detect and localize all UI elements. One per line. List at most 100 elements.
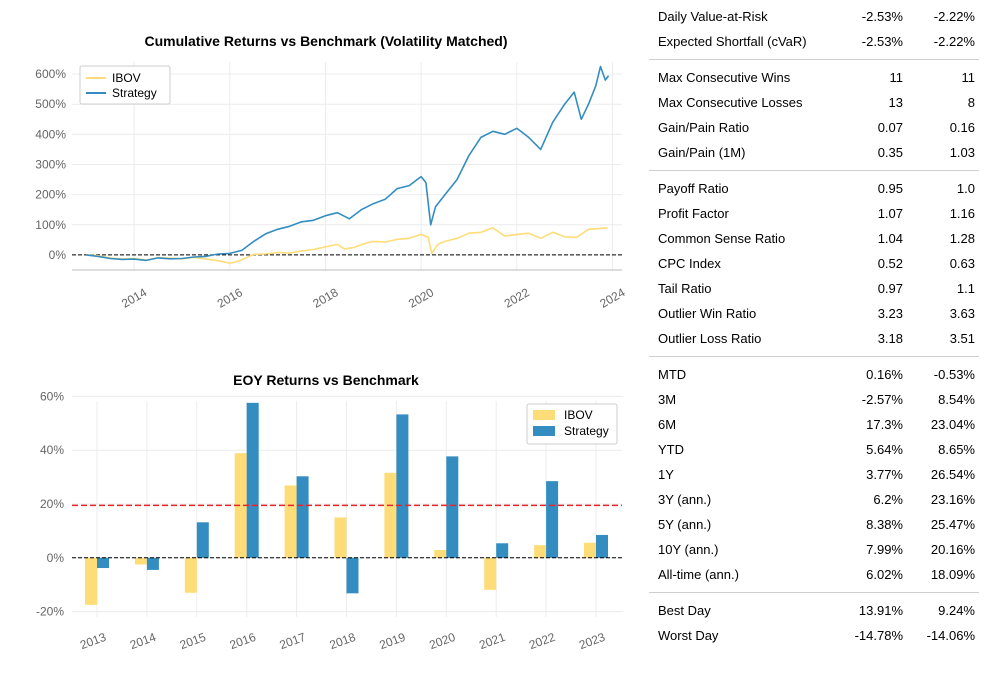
chart-legend: IBOV Strategy [526,403,618,445]
y-tick-label: 20% [40,497,64,511]
bar-ibov-2022 [534,545,547,558]
metric-row: Profit Factor 1.07 1.16 [649,201,979,226]
metrics-group: Payoff Ratio 0.95 1.0 Profit Factor 1.07 1.16… [649,171,979,357]
x-tick-label: 2020 [427,630,457,652]
metric-label: Expected Shortfall (cVaR) [658,34,807,49]
bar-strategy-2017 [296,476,309,558]
metric-benchmark-value: 11 [961,70,976,85]
y-tick-label: 500% [35,97,66,111]
metrics-group: Daily Value-at-Risk -2.53% -2.22% Expected … [649,0,979,60]
metric-benchmark-value: 23.16% [930,492,975,507]
bar-strategy-2023 [596,534,608,558]
bar-ibov-2023 [584,542,596,558]
y-tick-label: 0% [47,551,65,565]
metric-row: Daily Value-at-Risk -2.53% -2.22% [649,4,979,29]
metric-benchmark-value: 1.0 [956,181,975,196]
metric-benchmark-value: 8.54% [938,392,975,407]
y-tick-label: 100% [35,218,66,232]
bar-ibov-2020 [434,550,447,558]
x-tick-label: 2018 [310,285,340,311]
metric-row: Common Sense Ratio 1.04 1.28 [649,226,979,251]
metric-strategy-value: 1.07 [877,206,903,221]
x-tick-label: 2015 [178,630,208,652]
metric-row: Expected Shortfall (cVaR) -2.53% -2.22% [649,29,979,54]
x-tick-label: 2021 [477,630,507,652]
metric-strategy-value: 1.04 [877,231,903,246]
x-tick-label: 2022 [502,285,532,311]
metrics-table: Daily Value-at-Risk -2.53% -2.22% Expected … [649,0,979,653]
bar-strategy-2014 [146,557,159,570]
metric-strategy-value: 13.91% [858,603,903,618]
metric-strategy-value: 8.38% [866,517,903,532]
metric-row: MTD 0.16% -0.53% [649,362,979,387]
x-tick-label: 2022 [527,630,557,652]
metric-strategy-value: 7.99% [866,542,903,557]
metric-label: Gain/Pain Ratio [658,120,750,135]
metric-benchmark-value: 25.47% [930,517,975,532]
legend-frame [79,65,171,105]
metric-row: 5Y (ann.) 8.38% 25.47% [649,512,979,537]
bar-strategy-2021 [496,543,509,558]
metric-strategy-value: -2.57% [861,392,903,407]
y-tick-label: 60% [40,389,64,403]
metric-benchmark-value: 8 [967,95,975,110]
bar-ibov-2014 [134,557,147,565]
bar-strategy-2013 [97,557,109,569]
metric-row: Worst Day -14.78% -14.06% [649,623,979,648]
bar-strategy-2018 [346,557,359,594]
metrics-group: Best Day 13.91% 9.24% Worst Day -14.78% -14.0… [649,593,979,653]
bar-strategy-2015 [196,522,209,558]
metric-strategy-value: 3.18 [877,331,903,346]
metric-benchmark-value: 26.54% [930,467,975,482]
x-tick-label: 2013 [78,630,108,652]
metric-row: Gain/Pain (1M) 0.35 1.03 [649,140,979,165]
metric-label: Payoff Ratio [658,181,729,196]
metric-row: Max Consecutive Wins 11 11 [649,65,979,90]
metric-strategy-value: -2.53% [861,34,903,49]
legend-label: IBOV [564,408,593,422]
metric-label: YTD [658,442,684,457]
metric-label: Common Sense Ratio [658,231,786,246]
metric-benchmark-value: 0.63 [949,256,975,271]
y-tick-label: 300% [35,157,66,171]
metric-label: 5Y (ann.) [658,517,712,532]
metric-row: Best Day 13.91% 9.24% [649,598,979,623]
x-tick-label: 2023 [577,630,607,652]
x-tick-label: 2024 [597,285,627,311]
metric-strategy-value: 0.97 [877,281,903,296]
metric-label: Tail Ratio [658,281,712,296]
metric-row: 10Y (ann.) 7.99% 20.16% [649,537,979,562]
x-tick-label: 2014 [128,630,158,652]
metric-strategy-value: 0.07 [877,120,903,135]
metric-strategy-value: 13 [888,95,903,110]
legend-swatch [533,426,555,436]
y-tick-label: 600% [35,67,66,81]
y-tick-label: 200% [35,188,66,202]
metric-strategy-value: 17.3% [866,417,903,432]
metric-row: All-time (ann.) 6.02% 18.09% [649,562,979,587]
metric-label: All-time (ann.) [658,567,739,582]
bar-strategy-2019 [396,414,409,558]
metric-benchmark-value: 23.04% [930,417,975,432]
metric-label: CPC Index [658,256,721,271]
metric-benchmark-value: 9.24% [938,603,975,618]
metric-benchmark-value: 3.63 [949,306,975,321]
metric-strategy-value: 6.2% [873,492,903,507]
metric-label: 6M [658,417,677,432]
bar-ibov-2019 [384,472,397,558]
metric-label: Daily Value-at-Risk [658,9,768,24]
metric-strategy-value: 3.23 [877,306,903,321]
metric-benchmark-value: 1.16 [949,206,975,221]
metric-strategy-value: -2.53% [861,9,903,24]
y-tick-label: 0% [49,248,67,262]
x-tick-label: 2020 [406,285,436,311]
metric-label: Worst Day [658,628,719,643]
legend-label: Strategy [564,424,609,438]
metric-row: Max Consecutive Losses 13 8 [649,90,979,115]
bar-ibov-2013 [85,557,97,605]
metric-benchmark-value: -2.22% [933,34,975,49]
metric-benchmark-value: 1.28 [949,231,975,246]
series-line-strategy [86,65,610,262]
metric-benchmark-value: 1.03 [949,145,975,160]
cumulative-returns-chart: Cumulative Returns vs Benchmark (Volatil… [0,0,640,330]
